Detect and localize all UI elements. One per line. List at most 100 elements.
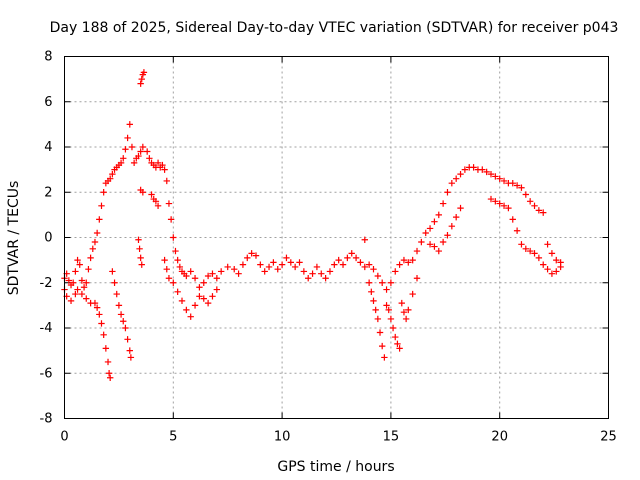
data-point	[405, 306, 412, 314]
data-point	[154, 159, 162, 167]
y-tick-label: -8	[40, 412, 53, 427]
data-point	[91, 238, 99, 246]
data-point	[470, 164, 477, 171]
data-point	[389, 324, 397, 332]
data-point	[209, 270, 216, 277]
data-point	[248, 250, 255, 257]
data-point	[370, 265, 377, 273]
data-point	[368, 288, 375, 295]
data-point	[165, 275, 173, 282]
data-point	[65, 277, 73, 284]
data-point	[296, 259, 303, 266]
data-point	[387, 279, 395, 286]
data-point	[138, 261, 145, 268]
data-point	[540, 209, 547, 216]
data-point	[396, 345, 403, 352]
data-point	[128, 143, 136, 151]
data-point	[361, 236, 368, 243]
x-tick-label: 25	[600, 430, 617, 445]
data-point	[439, 238, 447, 246]
data-point	[200, 295, 207, 302]
data-point	[102, 345, 110, 352]
data-point	[167, 216, 175, 223]
data-point	[444, 189, 451, 196]
data-point	[392, 333, 399, 341]
data-point	[431, 218, 438, 225]
data-point	[278, 261, 286, 268]
data-point	[252, 252, 260, 259]
x-tick-label: 5	[169, 430, 177, 445]
data-point	[365, 279, 373, 286]
x-tick-label: 20	[491, 430, 508, 445]
data-point	[130, 159, 138, 167]
data-point	[196, 293, 203, 300]
data-point	[381, 354, 388, 361]
data-point	[191, 302, 199, 309]
data-point	[457, 204, 464, 212]
data-point	[187, 313, 194, 320]
y-tick-label: 0	[44, 231, 52, 246]
data-point	[209, 293, 216, 300]
data-point	[418, 238, 425, 246]
data-point	[376, 329, 384, 336]
data-point	[452, 213, 460, 221]
data-point	[431, 243, 438, 250]
data-point	[200, 279, 207, 286]
y-tick-label: 6	[44, 95, 52, 110]
data-point	[398, 299, 405, 307]
data-point	[544, 265, 551, 273]
data-point	[505, 204, 512, 212]
data-point	[120, 318, 127, 325]
data-point	[115, 302, 123, 309]
data-point	[143, 148, 151, 155]
data-point	[394, 340, 401, 348]
data-point	[492, 198, 499, 205]
data-point	[174, 256, 181, 264]
plot-frame	[64, 56, 609, 419]
data-point	[163, 177, 170, 185]
data-point	[274, 265, 281, 273]
data-point	[172, 247, 179, 255]
data-point	[109, 170, 116, 178]
series-p043-main-trace	[61, 121, 564, 293]
y-tick-label: -6	[40, 366, 53, 381]
data-point	[83, 295, 90, 302]
data-point	[526, 247, 534, 255]
data-point	[161, 256, 168, 264]
data-point	[435, 247, 442, 255]
data-point	[535, 254, 543, 262]
data-point	[111, 279, 118, 286]
data-point	[138, 75, 145, 83]
data-point	[426, 225, 434, 232]
y-tick-labels: -8 -6 -4 -2 0 2 4 6 8	[40, 50, 53, 427]
data-point	[400, 256, 408, 264]
data-point	[344, 254, 351, 262]
data-point	[124, 336, 131, 343]
data-point	[87, 254, 94, 262]
data-point	[239, 261, 247, 268]
data-point	[452, 175, 460, 182]
data-point	[72, 290, 79, 298]
data-point	[509, 180, 516, 187]
data-point	[365, 261, 373, 268]
data-point	[383, 286, 390, 293]
data-point	[531, 250, 538, 257]
data-point	[518, 184, 525, 191]
data-point	[204, 299, 212, 307]
data-point	[352, 254, 360, 262]
y-tick-label: -2	[40, 276, 53, 291]
data-point	[159, 161, 166, 169]
data-point	[96, 216, 103, 223]
data-point	[78, 290, 86, 298]
data-point	[183, 306, 190, 314]
data-point	[109, 268, 116, 275]
data-point	[85, 265, 92, 273]
data-point	[244, 254, 251, 262]
y-tick-label: 8	[44, 50, 52, 65]
data-point	[326, 268, 334, 275]
data-point	[513, 182, 521, 189]
data-point	[98, 202, 105, 210]
data-point	[400, 308, 408, 316]
data-point	[187, 268, 194, 275]
data-point	[339, 261, 347, 268]
